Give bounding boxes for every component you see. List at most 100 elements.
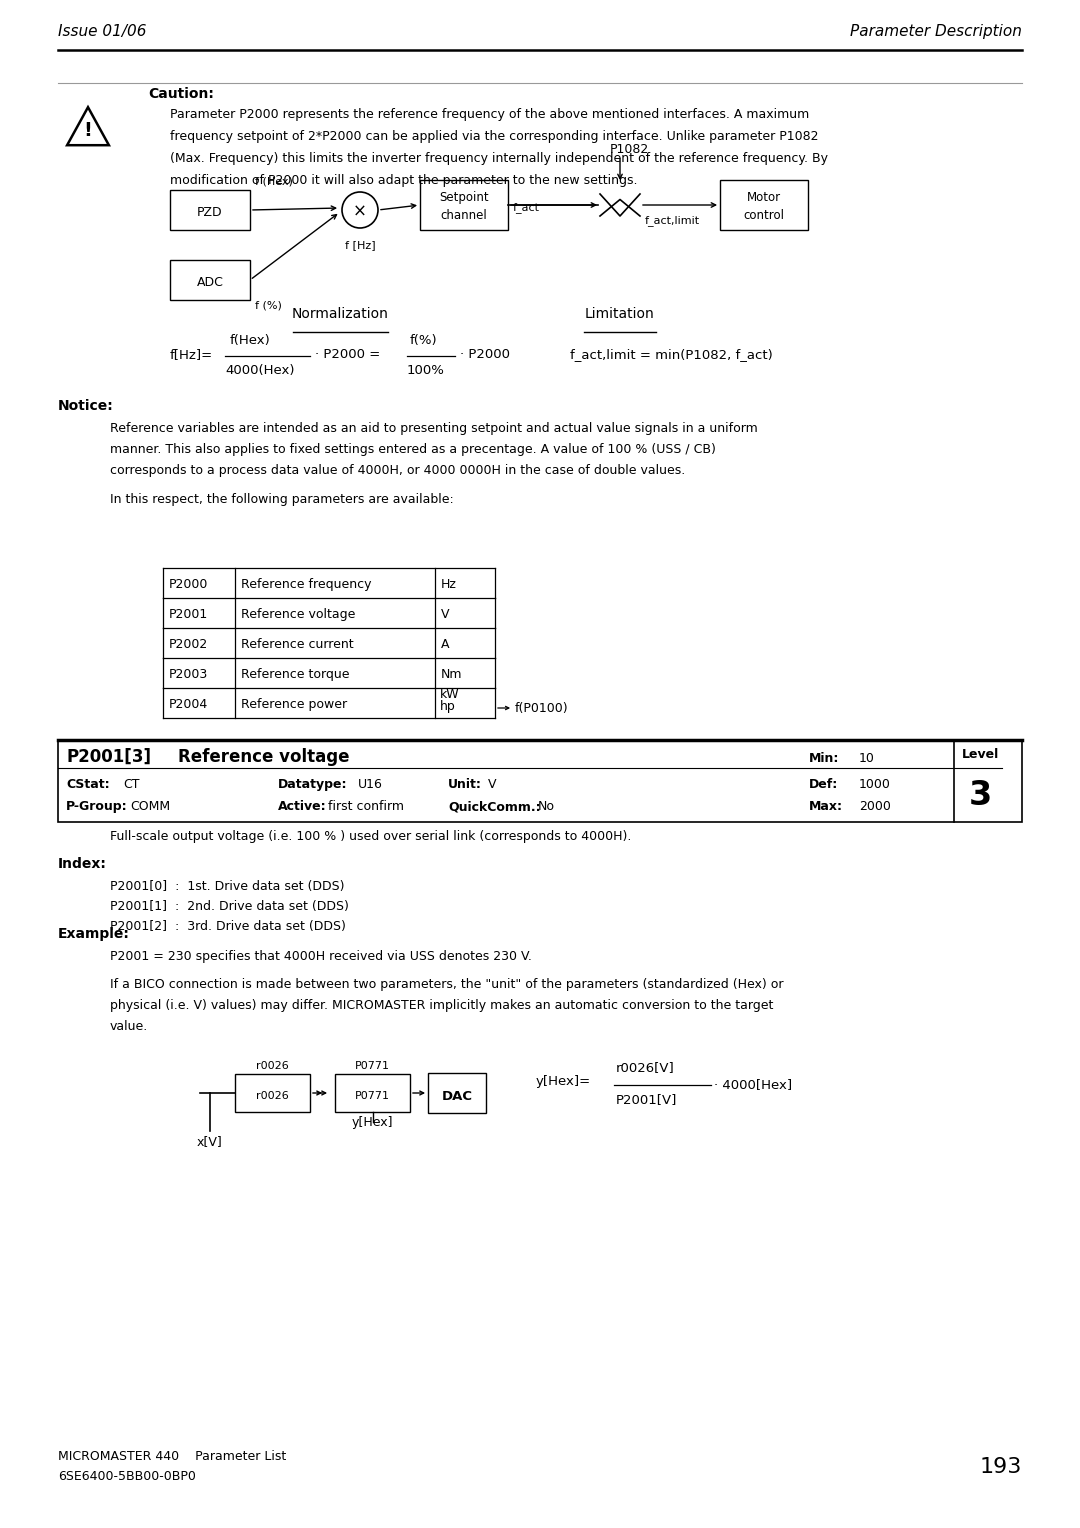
Text: PZD: PZD xyxy=(198,206,222,219)
Text: P2001[1]  :  2nd. Drive data set (DDS): P2001[1] : 2nd. Drive data set (DDS) xyxy=(110,900,349,914)
Text: P1082: P1082 xyxy=(610,144,649,156)
Text: 2000: 2000 xyxy=(859,801,891,813)
Text: Issue 01/06: Issue 01/06 xyxy=(58,24,147,40)
Text: hp: hp xyxy=(440,700,456,714)
Text: f(%): f(%) xyxy=(410,335,437,347)
Text: Reference torque: Reference torque xyxy=(241,668,350,681)
Text: f_act,limit: f_act,limit xyxy=(645,215,700,226)
Text: !: ! xyxy=(83,121,93,141)
Text: COMM: COMM xyxy=(130,801,171,813)
Text: Nm: Nm xyxy=(441,668,462,681)
Text: kW: kW xyxy=(440,688,460,701)
Bar xyxy=(335,1074,410,1112)
Text: ADC: ADC xyxy=(197,277,224,289)
Text: Datatype:: Datatype: xyxy=(278,778,348,792)
Text: Min:: Min: xyxy=(809,752,839,766)
Text: modification of P2000 it will also adapt the parameter to the new settings.: modification of P2000 it will also adapt… xyxy=(170,174,637,186)
Text: Level: Level xyxy=(962,749,999,761)
Text: Caution:: Caution: xyxy=(148,87,214,101)
Text: P2001[0]  :  1st. Drive data set (DDS): P2001[0] : 1st. Drive data set (DDS) xyxy=(110,880,345,892)
Text: · P2000 =: · P2000 = xyxy=(315,348,380,361)
Text: · P2000: · P2000 xyxy=(460,348,510,361)
Text: corresponds to a process data value of 4000H, or 4000 0000H in the case of doubl: corresponds to a process data value of 4… xyxy=(110,465,685,477)
Text: CT: CT xyxy=(123,778,139,792)
Text: f_act: f_act xyxy=(513,202,540,212)
Text: r0026: r0026 xyxy=(256,1060,288,1071)
Text: V: V xyxy=(488,778,497,792)
Text: ×: × xyxy=(353,203,367,222)
Bar xyxy=(420,180,508,231)
Text: U16: U16 xyxy=(357,778,383,792)
Text: V: V xyxy=(441,608,449,620)
Text: Reference voltage: Reference voltage xyxy=(241,608,355,620)
Text: Motor: Motor xyxy=(747,191,781,205)
Text: P-Group:: P-Group: xyxy=(66,801,127,813)
Text: P0771: P0771 xyxy=(355,1091,390,1102)
Text: P2001 = 230 specifies that 4000H received via USS denotes 230 V.: P2001 = 230 specifies that 4000H receive… xyxy=(110,950,531,963)
Text: 4000(Hex): 4000(Hex) xyxy=(225,364,295,377)
Text: 10: 10 xyxy=(859,752,875,766)
Text: r0026[V]: r0026[V] xyxy=(616,1060,675,1074)
Text: In this respect, the following parameters are available:: In this respect, the following parameter… xyxy=(110,494,454,506)
Text: physical (i.e. V) values) may differ. MICROMASTER implicitly makes an automatic : physical (i.e. V) values) may differ. MI… xyxy=(110,999,773,1012)
Text: first confirm: first confirm xyxy=(328,801,404,813)
Text: DAC: DAC xyxy=(442,1089,473,1103)
Text: Active:: Active: xyxy=(278,801,326,813)
Text: Def:: Def: xyxy=(809,778,838,792)
Text: · 4000[Hex]: · 4000[Hex] xyxy=(714,1079,792,1091)
Text: 6SE6400-5BB00-0BP0: 6SE6400-5BB00-0BP0 xyxy=(58,1470,195,1484)
Text: f(P0100): f(P0100) xyxy=(515,701,569,715)
Text: Index:: Index: xyxy=(58,857,107,871)
Text: Notice:: Notice: xyxy=(58,399,113,413)
Text: channel: channel xyxy=(441,209,487,222)
Text: Full-scale output voltage (i.e. 100 % ) used over serial link (corresponds to 40: Full-scale output voltage (i.e. 100 % ) … xyxy=(110,830,632,843)
Bar xyxy=(58,740,1022,822)
Text: control: control xyxy=(743,209,784,222)
Text: f_act,limit = min(P1082, f_act): f_act,limit = min(P1082, f_act) xyxy=(570,348,773,361)
Text: A: A xyxy=(441,639,449,651)
Text: Example:: Example: xyxy=(58,927,130,941)
Text: x[V]: x[V] xyxy=(198,1135,222,1148)
Text: Hz: Hz xyxy=(441,578,457,591)
Text: P2000: P2000 xyxy=(168,578,208,591)
Text: Normalization: Normalization xyxy=(292,307,389,321)
Text: Setpoint: Setpoint xyxy=(440,191,489,205)
Text: P2001: P2001 xyxy=(168,608,208,620)
Bar xyxy=(235,1074,310,1112)
Text: Reference power: Reference power xyxy=(241,698,347,711)
Text: P0771: P0771 xyxy=(355,1060,390,1071)
Text: P2003: P2003 xyxy=(168,668,208,681)
Text: (Max. Frequency) this limits the inverter frequency internally independent of th: (Max. Frequency) this limits the inverte… xyxy=(170,151,828,165)
Text: y[Hex]=: y[Hex]= xyxy=(536,1076,591,1088)
Text: Unit:: Unit: xyxy=(448,778,482,792)
Text: f(Hex): f(Hex) xyxy=(230,335,271,347)
Text: P2001[2]  :  3rd. Drive data set (DDS): P2001[2] : 3rd. Drive data set (DDS) xyxy=(110,920,346,934)
Text: f[Hz]=: f[Hz]= xyxy=(170,348,213,361)
Text: Parameter P2000 represents the reference frequency of the above mentioned interf: Parameter P2000 represents the reference… xyxy=(170,108,809,121)
Text: No: No xyxy=(538,801,555,813)
Text: frequency setpoint of 2*P2000 can be applied via the corresponding interface. Un: frequency setpoint of 2*P2000 can be app… xyxy=(170,130,819,144)
Text: 193: 193 xyxy=(980,1458,1022,1478)
Text: Reference current: Reference current xyxy=(241,639,353,651)
Text: r0026: r0026 xyxy=(256,1091,288,1102)
Text: P2001[3]: P2001[3] xyxy=(66,749,151,766)
Text: manner. This also applies to fixed settings entered as a precentage. A value of : manner. This also applies to fixed setti… xyxy=(110,443,716,455)
Text: y[Hex]: y[Hex] xyxy=(352,1115,393,1129)
Text: P2001[V]: P2001[V] xyxy=(616,1093,677,1106)
Text: P2004: P2004 xyxy=(168,698,208,711)
Text: P2002: P2002 xyxy=(168,639,208,651)
Text: CStat:: CStat: xyxy=(66,778,110,792)
Text: MICROMASTER 440    Parameter List: MICROMASTER 440 Parameter List xyxy=(58,1450,286,1462)
Text: Reference voltage: Reference voltage xyxy=(178,749,350,766)
Text: QuickComm.:: QuickComm.: xyxy=(448,801,541,813)
Text: Reference variables are intended as an aid to presenting setpoint and actual val: Reference variables are intended as an a… xyxy=(110,422,758,435)
Text: Reference frequency: Reference frequency xyxy=(241,578,372,591)
Text: 100%: 100% xyxy=(407,364,445,377)
Text: f [Hz]: f [Hz] xyxy=(345,240,376,251)
Text: f (%): f (%) xyxy=(255,299,282,310)
Bar xyxy=(170,260,249,299)
Bar xyxy=(170,189,249,231)
Text: 1000: 1000 xyxy=(859,778,891,792)
Text: Max:: Max: xyxy=(809,801,843,813)
Text: f (Hex): f (Hex) xyxy=(255,177,293,186)
